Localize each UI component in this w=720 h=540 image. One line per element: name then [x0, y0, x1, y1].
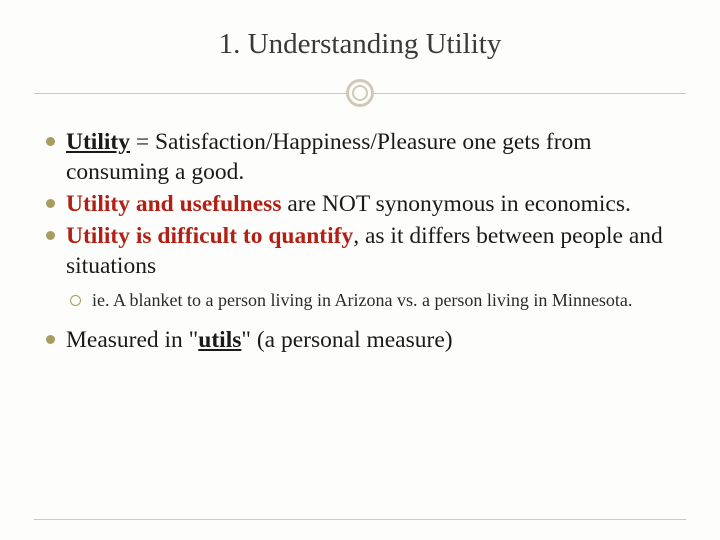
bottom-divider [34, 519, 686, 520]
nested-list: ie. A blanket to a person living in Ariz… [66, 289, 680, 313]
text-segment: utils [198, 327, 241, 353]
divider-circle-icon [346, 79, 374, 107]
bullet-list: Utility = Satisfaction/Happiness/Pleasur… [40, 127, 680, 355]
bullet-item: Utility = Satisfaction/Happiness/Pleasur… [40, 127, 680, 187]
text-segment: Measured in " [66, 327, 198, 353]
text-segment: = Satisfaction/Happiness/Pleasure one ge… [66, 129, 592, 185]
bullet-item: Utility is difficult to quantify, as it … [40, 221, 680, 313]
slide-content: Utility = Satisfaction/Happiness/Pleasur… [34, 127, 686, 355]
slide: 1. Understanding Utility Utility = Satis… [0, 0, 720, 540]
text-segment: Utility is difficult to quantify [66, 223, 353, 249]
bullet-item: Utility and usefulness are NOT synonymou… [40, 189, 680, 219]
slide-title: 1. Understanding Utility [34, 28, 686, 61]
bullet-item: Measured in "utils" (a personal measure) [40, 325, 680, 355]
text-segment: " (a personal measure) [241, 327, 452, 353]
text-segment: ie. A blanket to a person living in Ariz… [92, 290, 632, 310]
title-divider [34, 75, 686, 111]
text-segment: Utility and usefulness [66, 191, 281, 217]
text-segment: Utility [66, 129, 130, 155]
nested-item: ie. A blanket to a person living in Ariz… [66, 289, 680, 313]
text-segment: are NOT synonymous in economics. [281, 191, 630, 217]
